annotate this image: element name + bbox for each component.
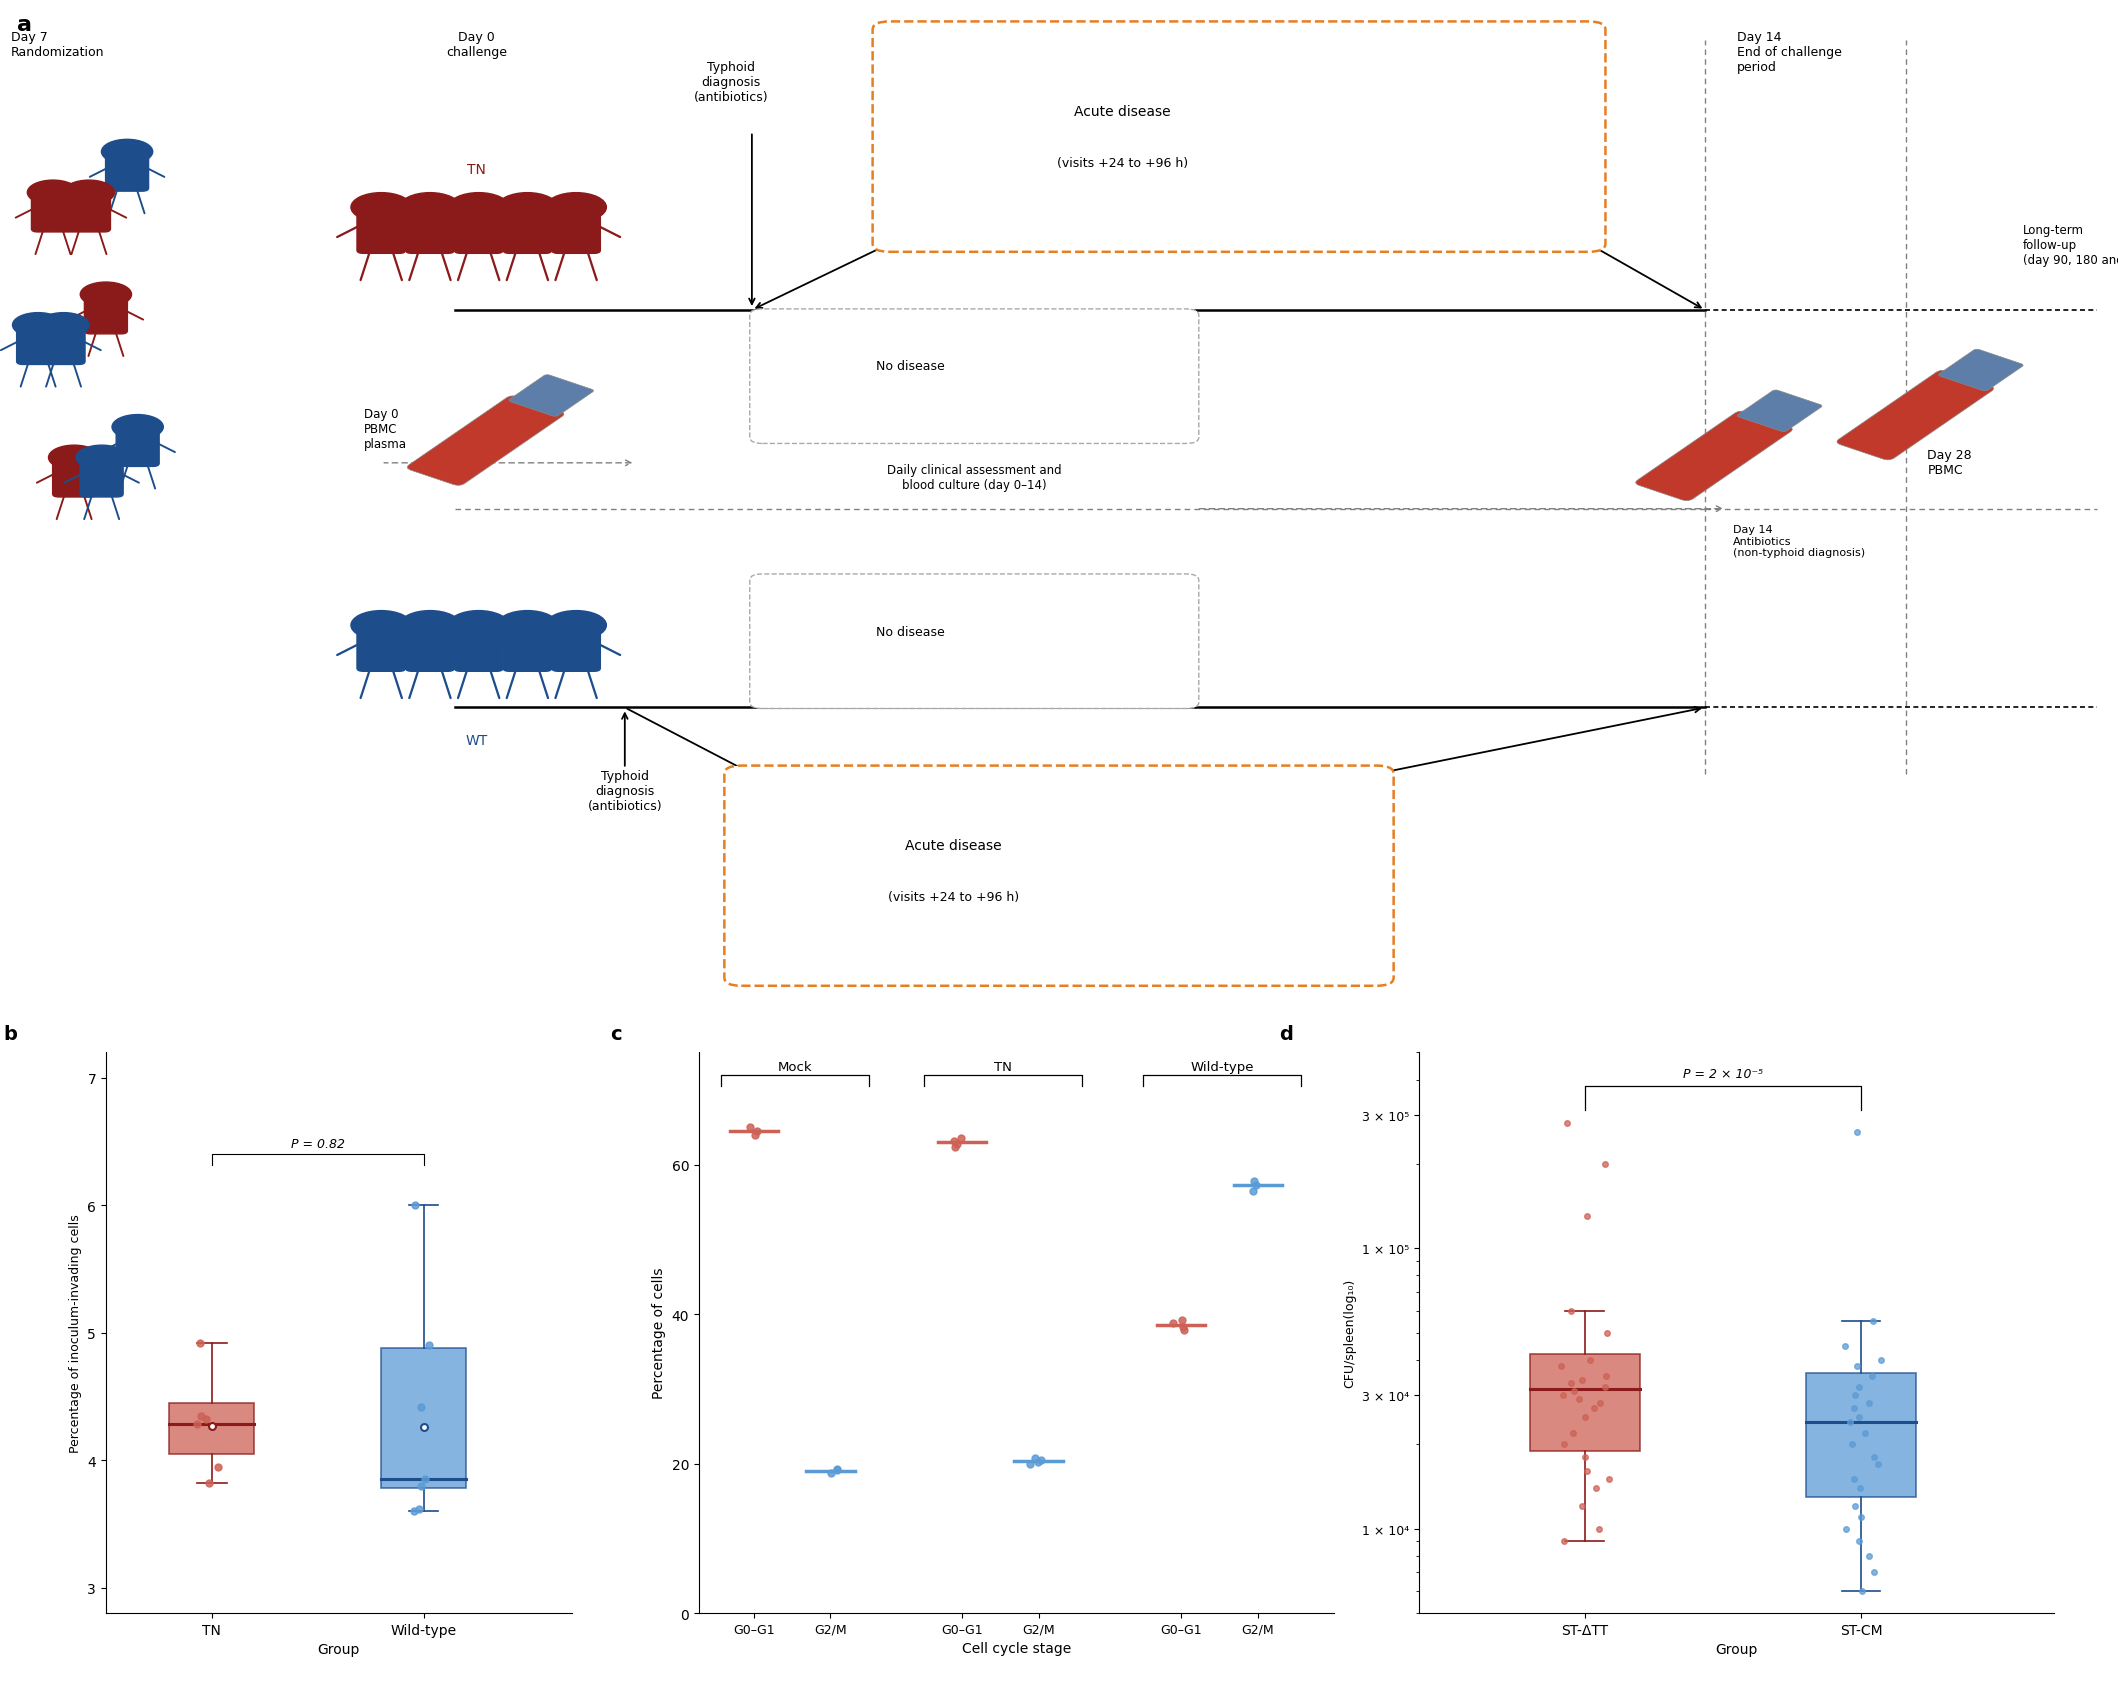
Text: Acute disease: Acute disease <box>1074 105 1171 119</box>
Circle shape <box>449 611 508 640</box>
Circle shape <box>102 141 152 165</box>
Circle shape <box>449 194 508 222</box>
FancyBboxPatch shape <box>1938 350 2023 392</box>
FancyBboxPatch shape <box>553 205 599 255</box>
Circle shape <box>498 611 557 640</box>
FancyBboxPatch shape <box>358 205 405 255</box>
Text: a: a <box>17 15 32 36</box>
Text: c: c <box>610 1026 621 1044</box>
FancyBboxPatch shape <box>407 623 453 672</box>
Bar <box>169 1403 254 1453</box>
Y-axis label: Percentage of inoculum-invading cells: Percentage of inoculum-invading cells <box>68 1214 83 1452</box>
Circle shape <box>400 194 460 222</box>
FancyBboxPatch shape <box>17 323 59 365</box>
FancyBboxPatch shape <box>1425 68 1497 146</box>
Text: TN: TN <box>468 163 485 177</box>
FancyBboxPatch shape <box>1836 372 1993 460</box>
Circle shape <box>76 447 127 470</box>
Text: WT: WT <box>466 734 487 747</box>
Circle shape <box>1089 588 1159 621</box>
Text: b: b <box>4 1026 17 1044</box>
Circle shape <box>1411 46 1512 95</box>
Text: (visits +24 to +96 h): (visits +24 to +96 h) <box>1057 156 1188 170</box>
FancyBboxPatch shape <box>116 424 159 467</box>
Y-axis label: CFU/spleen(log₁₀): CFU/spleen(log₁₀) <box>1343 1279 1356 1387</box>
FancyBboxPatch shape <box>553 623 599 672</box>
FancyBboxPatch shape <box>1095 336 1150 392</box>
Text: Day 0
challenge: Day 0 challenge <box>447 31 506 58</box>
Circle shape <box>28 182 78 205</box>
Text: Acute disease: Acute disease <box>904 839 1002 852</box>
Circle shape <box>546 194 606 222</box>
Text: No disease: No disease <box>877 625 945 638</box>
Text: Daily clinical assessment and
blood culture (day 0–14): Daily clinical assessment and blood cult… <box>887 464 1061 491</box>
FancyBboxPatch shape <box>1095 601 1150 657</box>
FancyBboxPatch shape <box>68 190 110 233</box>
Text: Wild-type: Wild-type <box>1190 1060 1254 1073</box>
Circle shape <box>80 284 131 307</box>
Text: P = 0.82: P = 0.82 <box>290 1138 345 1151</box>
FancyBboxPatch shape <box>32 190 74 233</box>
Text: Typhoid
diagnosis
(antibiotics): Typhoid diagnosis (antibiotics) <box>693 61 769 104</box>
FancyBboxPatch shape <box>873 22 1605 253</box>
Circle shape <box>352 611 411 640</box>
Text: Day 0
PBMC
plasma: Day 0 PBMC plasma <box>364 408 407 450</box>
Bar <box>1529 1353 1639 1450</box>
Circle shape <box>13 314 64 338</box>
FancyBboxPatch shape <box>455 205 502 255</box>
Circle shape <box>546 611 606 640</box>
FancyBboxPatch shape <box>455 623 502 672</box>
X-axis label: Group: Group <box>318 1642 360 1656</box>
FancyBboxPatch shape <box>53 455 95 498</box>
Circle shape <box>64 182 114 205</box>
Circle shape <box>1199 830 1300 880</box>
FancyBboxPatch shape <box>504 623 551 672</box>
Text: Day 7
Randomization: Day 7 Randomization <box>11 31 104 58</box>
Circle shape <box>352 194 411 222</box>
Circle shape <box>49 447 100 470</box>
Circle shape <box>112 416 163 440</box>
Text: Day 14
Antibiotics
(non-typhoid diagnosis): Day 14 Antibiotics (non-typhoid diagnosi… <box>1733 525 1864 559</box>
FancyBboxPatch shape <box>1635 413 1792 501</box>
Circle shape <box>38 314 89 338</box>
Text: No disease: No disease <box>877 360 945 374</box>
FancyBboxPatch shape <box>407 397 563 486</box>
Circle shape <box>400 611 460 640</box>
Bar <box>381 1348 466 1487</box>
Y-axis label: Percentage of cells: Percentage of cells <box>652 1267 665 1399</box>
Text: Typhoid
diagnosis
(antibiotics): Typhoid diagnosis (antibiotics) <box>587 769 663 812</box>
Text: d: d <box>1279 1026 1294 1044</box>
FancyBboxPatch shape <box>1214 852 1286 931</box>
Text: P = 2 × 10⁻⁵: P = 2 × 10⁻⁵ <box>1684 1068 1762 1080</box>
Circle shape <box>498 194 557 222</box>
FancyBboxPatch shape <box>42 323 85 365</box>
FancyBboxPatch shape <box>407 205 453 255</box>
FancyBboxPatch shape <box>750 574 1199 710</box>
Text: Day 14
End of challenge
period: Day 14 End of challenge period <box>1737 31 1843 73</box>
Text: (visits +24 to +96 h): (visits +24 to +96 h) <box>887 890 1019 903</box>
Text: Day 28
PBMC: Day 28 PBMC <box>1927 448 1972 475</box>
FancyBboxPatch shape <box>1737 391 1821 433</box>
FancyBboxPatch shape <box>508 375 593 418</box>
FancyBboxPatch shape <box>750 309 1199 445</box>
FancyBboxPatch shape <box>724 766 1394 987</box>
FancyBboxPatch shape <box>106 149 148 192</box>
FancyBboxPatch shape <box>85 292 127 335</box>
X-axis label: Cell cycle stage: Cell cycle stage <box>962 1642 1072 1656</box>
FancyBboxPatch shape <box>80 455 123 498</box>
Text: TN: TN <box>993 1060 1012 1073</box>
X-axis label: Group: Group <box>1716 1642 1758 1656</box>
Circle shape <box>1089 323 1159 357</box>
FancyBboxPatch shape <box>358 623 405 672</box>
Text: Long-term
follow-up
(day 90, 180 and 365): Long-term follow-up (day 90, 180 and 365… <box>2023 224 2118 267</box>
Bar <box>1807 1374 1917 1498</box>
Text: Mock: Mock <box>777 1060 811 1073</box>
FancyBboxPatch shape <box>504 205 551 255</box>
